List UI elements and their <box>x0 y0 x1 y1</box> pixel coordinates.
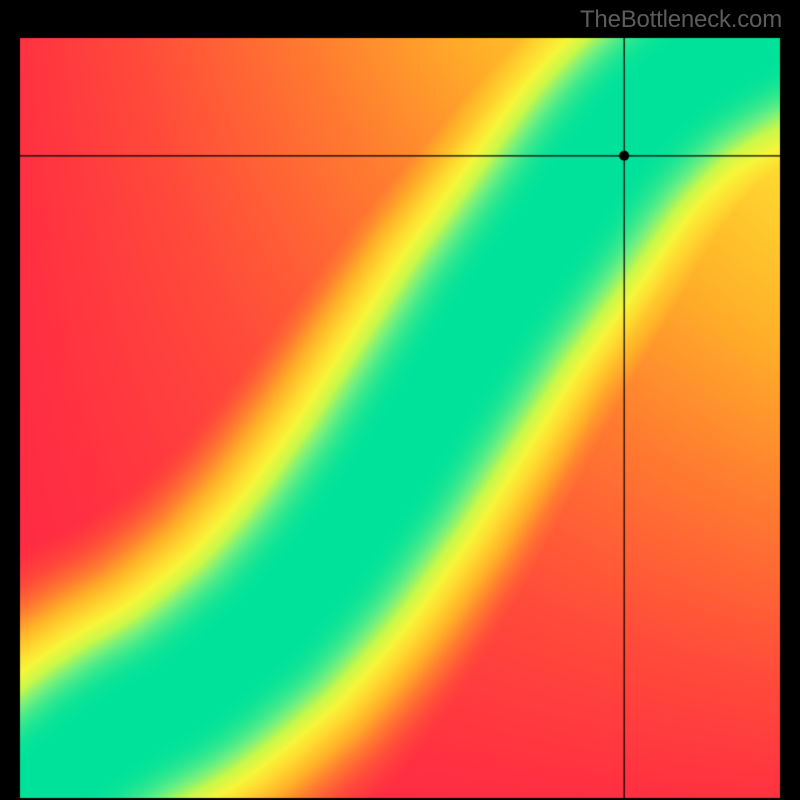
chart-container: TheBottleneck.com <box>0 0 800 800</box>
bottleneck-heatmap-canvas <box>0 0 800 800</box>
